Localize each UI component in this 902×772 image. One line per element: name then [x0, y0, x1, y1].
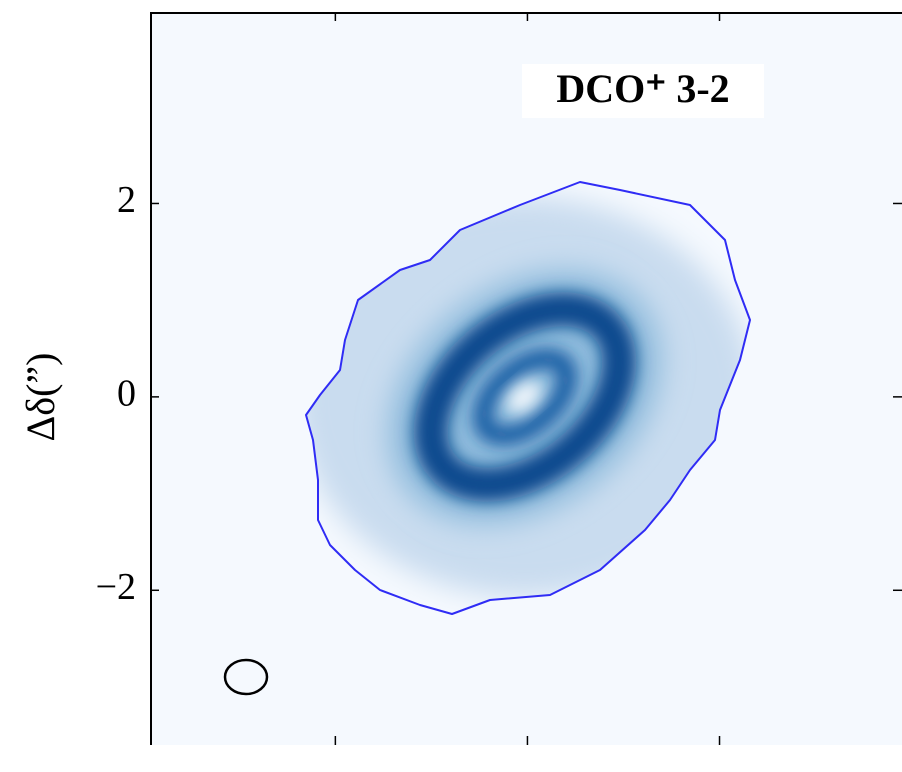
y-tick-label: 2: [117, 179, 136, 221]
contour: [305, 181, 751, 615]
y-tick-label: −2: [96, 566, 136, 608]
annotation: DCO⁺ 3-2: [556, 66, 729, 111]
y-tick-label: 0: [117, 373, 136, 415]
beam: [223, 658, 269, 696]
annotation-box: [522, 64, 764, 118]
emission-map: [306, 197, 750, 597]
y-axis-label: Δδ(”): [18, 353, 63, 442]
